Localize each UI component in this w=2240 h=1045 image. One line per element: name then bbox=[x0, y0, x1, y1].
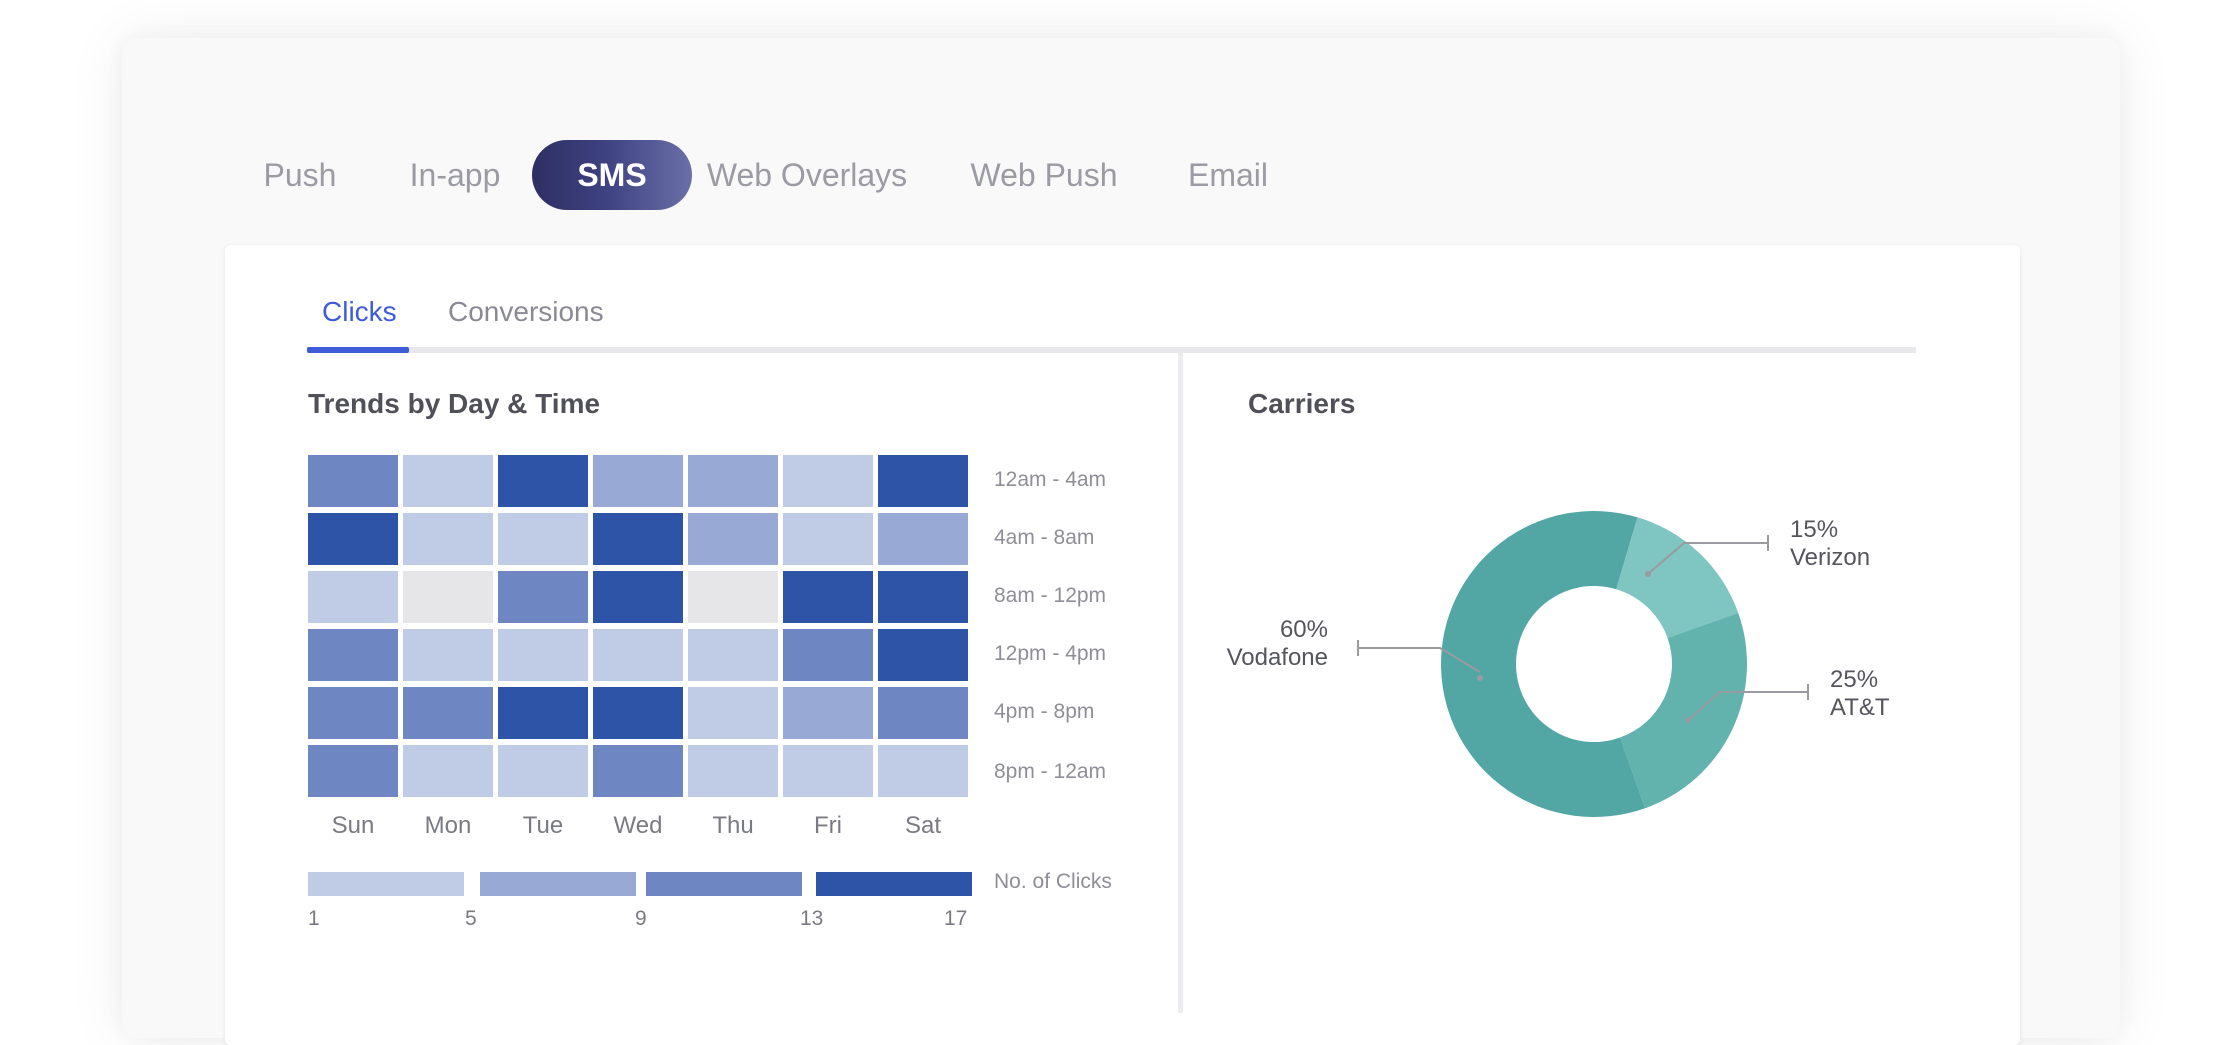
row-label: 12pm - 4pm bbox=[994, 642, 1107, 665]
heatmap-cell bbox=[878, 629, 968, 681]
heatmap-cell bbox=[688, 745, 778, 797]
heatmap-cell bbox=[593, 513, 683, 565]
heatmap-cell bbox=[308, 455, 398, 507]
row-label: 12am - 4am bbox=[994, 468, 1107, 491]
att-callout-line bbox=[1687, 691, 1808, 721]
heatmap-cell bbox=[688, 629, 778, 681]
heatmap-cell bbox=[688, 455, 778, 507]
subtab-track bbox=[307, 347, 1916, 353]
legend-title: No. of Clicks bbox=[994, 870, 1112, 893]
carriers-title: Carriers bbox=[1248, 388, 1356, 419]
heatmap-cell bbox=[308, 745, 398, 797]
row-label: 8pm - 12am bbox=[994, 760, 1107, 783]
att-name: AT&T bbox=[1830, 694, 1890, 721]
heatmap-cell bbox=[593, 745, 683, 797]
heatmap-cell bbox=[593, 687, 683, 739]
tab-in-app[interactable]: In-app bbox=[409, 157, 501, 193]
carriers-donut-chart bbox=[1357, 511, 1809, 818]
tab-web-push[interactable]: Web Push bbox=[970, 157, 1118, 193]
legend-swatch-1 bbox=[308, 872, 464, 896]
heatmap-cell bbox=[498, 513, 588, 565]
heatmap-cell bbox=[878, 455, 968, 507]
heatmap-cell bbox=[783, 513, 873, 565]
row-label: 8am - 12pm bbox=[994, 584, 1107, 607]
heatmap-cell bbox=[308, 571, 398, 623]
heatmap-cell bbox=[498, 629, 588, 681]
vodafone-callout-dot bbox=[1477, 675, 1483, 681]
heatmap-cell bbox=[403, 745, 493, 797]
legend-swatch-2 bbox=[480, 872, 636, 896]
heatmap-cell bbox=[498, 745, 588, 797]
tab-sms[interactable]: SMS bbox=[532, 140, 692, 210]
heatmap-cell bbox=[878, 513, 968, 565]
att-callout-dot bbox=[1685, 717, 1691, 723]
row-label: 4am - 8am bbox=[994, 526, 1095, 549]
heatmap-cell bbox=[783, 745, 873, 797]
day-label: Mon bbox=[424, 812, 472, 839]
heatmap-cell bbox=[403, 687, 493, 739]
legend-tick: 13 bbox=[800, 907, 824, 930]
verizon-percent: 15% bbox=[1790, 516, 1839, 543]
tab-web-overlays[interactable]: Web Overlays bbox=[706, 157, 908, 193]
heatmap-cell bbox=[593, 455, 683, 507]
legend-tick: 1 bbox=[308, 907, 320, 930]
heatmap-cell bbox=[688, 571, 778, 623]
subtab-conversions[interactable]: Conversions bbox=[448, 296, 604, 327]
heatmap-cell bbox=[403, 571, 493, 623]
subtab-active-indicator bbox=[307, 347, 409, 353]
tab-push[interactable]: Push bbox=[263, 157, 337, 193]
day-label: Wed bbox=[613, 812, 663, 839]
att-callout: 25% AT&T bbox=[1830, 666, 1890, 722]
heatmap-cell bbox=[403, 455, 493, 507]
heatmap-cell bbox=[403, 629, 493, 681]
verizon-callout-dot bbox=[1645, 571, 1651, 577]
heatmap-cell bbox=[783, 629, 873, 681]
heatmap-cell bbox=[308, 629, 398, 681]
legend-swatch-3 bbox=[646, 872, 802, 896]
tab-email[interactable]: Email bbox=[1187, 157, 1268, 193]
heatmap-cell bbox=[498, 455, 588, 507]
heatmap-cell bbox=[783, 687, 873, 739]
day-label: Sun bbox=[331, 812, 375, 839]
day-label: Sat bbox=[904, 812, 942, 839]
heatmap-cell bbox=[498, 687, 588, 739]
heatmap-cell bbox=[783, 571, 873, 623]
day-label: Thu bbox=[712, 812, 754, 839]
vodafone-callout: 60% Vodafone bbox=[1224, 616, 1328, 672]
heatmap-cell bbox=[878, 687, 968, 739]
heatmap-cell bbox=[878, 745, 968, 797]
legend-tick: 9 bbox=[635, 907, 647, 930]
heatmap-cell bbox=[498, 571, 588, 623]
verizon-callout-line bbox=[1647, 542, 1768, 575]
heatmap-cell bbox=[403, 513, 493, 565]
heatmap-cell bbox=[308, 513, 398, 565]
heatmap-cell bbox=[878, 571, 968, 623]
panel-divider bbox=[1178, 353, 1183, 1013]
heatmap-cell bbox=[783, 455, 873, 507]
att-percent: 25% bbox=[1830, 666, 1879, 693]
legend-swatch-4 bbox=[816, 872, 972, 896]
row-label: 4pm - 8pm bbox=[994, 700, 1095, 723]
heatmap-cell bbox=[308, 687, 398, 739]
donut-slice-vodafone bbox=[1440, 511, 1646, 818]
vodafone-callout-line bbox=[1358, 647, 1481, 673]
verizon-callout: 15% Verizon bbox=[1790, 516, 1870, 572]
legend-tick: 17 bbox=[944, 907, 968, 930]
heatmap-cell bbox=[688, 513, 778, 565]
vodafone-percent: 60% bbox=[1279, 616, 1328, 643]
callout-lines bbox=[1357, 535, 1809, 721]
heatmap-cell bbox=[593, 629, 683, 681]
subtab-clicks[interactable]: Clicks bbox=[322, 296, 397, 327]
heatmap-cell bbox=[688, 687, 778, 739]
heatmap-cell bbox=[593, 571, 683, 623]
donut-slice-verizon bbox=[1616, 517, 1739, 638]
vodafone-name: Vodafone bbox=[1226, 644, 1328, 671]
donut-slice-att bbox=[1620, 612, 1747, 809]
legend-tick: 5 bbox=[465, 907, 477, 930]
day-label: Tue bbox=[522, 812, 564, 839]
trends-title: Trends by Day & Time bbox=[308, 388, 601, 419]
day-label: Fri bbox=[814, 812, 842, 839]
verizon-name: Verizon bbox=[1790, 544, 1871, 571]
